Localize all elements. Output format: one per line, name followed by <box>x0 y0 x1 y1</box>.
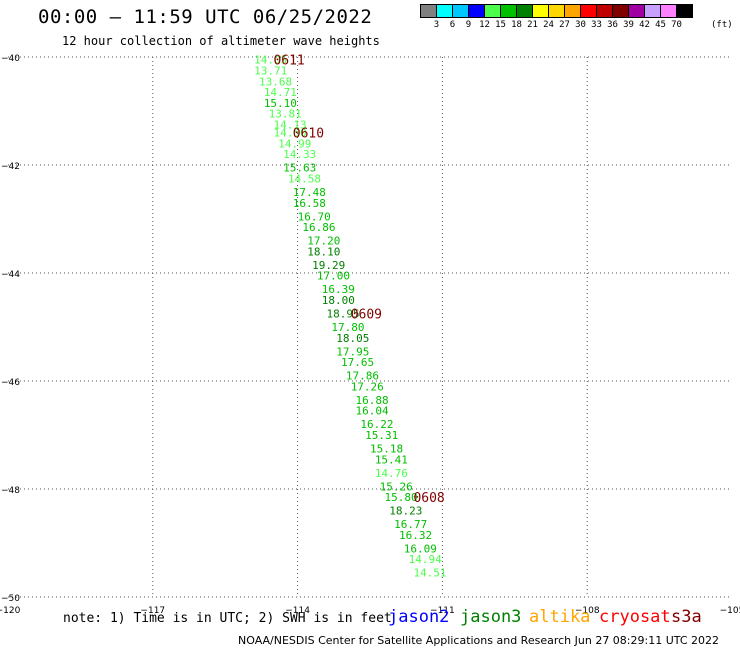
color-scale-legend: (ft) 3 6 9 12 15 18 21 24 27 30 33 36 39 42 45 70 <box>420 4 733 32</box>
swh-data-label: 17.48 <box>293 186 326 199</box>
swh-data-label: 15.80 <box>384 491 417 504</box>
x-tick-label: −117 <box>140 606 165 616</box>
scale-label: 45 <box>655 20 666 30</box>
satellite-jason3: jason3 <box>460 607 522 627</box>
satellite-cryosat: cryosat <box>599 607 671 627</box>
scale-label: 6 <box>449 20 456 30</box>
credit-line: NOAA/NESDIS Center for Satellite Applica… <box>238 634 720 647</box>
swh-data-label: 14.05 <box>254 54 287 67</box>
swh-data-label: 15.41 <box>375 453 408 466</box>
scale-label: 3 <box>433 20 440 30</box>
swh-data-label: 13.71 <box>254 65 287 78</box>
y-tick-label: −40 <box>1 54 20 64</box>
scale-label: 15 <box>495 20 506 30</box>
x-tick-label: −111 <box>430 606 455 616</box>
scale-label: 36 <box>607 20 618 30</box>
swh-data-label: 14.51 <box>413 567 446 580</box>
swh-data-label: 17.95 <box>336 345 369 358</box>
swh-data-label: 17.00 <box>317 270 350 283</box>
swh-data-label: 14.99 <box>278 137 311 150</box>
y-tick-label: −50 <box>1 594 20 604</box>
swh-data-label: 16.04 <box>356 405 389 418</box>
scale-label: 33 <box>591 20 602 30</box>
swh-data-label: 15.63 <box>283 162 316 175</box>
x-tick-label: −108 <box>575 606 600 616</box>
chart-subtitle: 12 hour collection of altimeter wave hei… <box>62 34 380 48</box>
y-tick-label: −44 <box>1 270 20 280</box>
swh-data-label: 18.95 <box>327 308 360 321</box>
scale-swatches <box>420 4 693 18</box>
swh-data-label: 14.71 <box>264 86 297 99</box>
time-label: 0611 <box>273 54 304 69</box>
x-tick-label: −105 <box>720 606 740 616</box>
swh-data-label: 16.32 <box>399 529 432 542</box>
swh-data-label: 16.22 <box>360 418 393 431</box>
swh-data-label: 15.31 <box>365 429 398 442</box>
swh-data-label: 17.20 <box>307 235 340 248</box>
satellite-jason2: jason2 <box>388 607 450 627</box>
time-label: 0610 <box>293 127 324 142</box>
swh-data-label: 17.86 <box>346 370 379 383</box>
scale-labels: (ft) 3 6 9 12 15 18 21 24 27 30 33 36 39 42 45 70 <box>421 20 733 32</box>
scale-label: 24 <box>543 20 554 30</box>
swh-data-label: 15.10 <box>264 97 297 110</box>
scale-label: 9 <box>465 20 472 30</box>
scale-label: 39 <box>623 20 634 30</box>
satellite-s3a: s3a <box>671 607 702 627</box>
y-tick-label: −42 <box>1 162 20 172</box>
scale-swatch <box>676 4 693 18</box>
swh-data-label: 14.50 <box>273 127 306 140</box>
scale-label: 42 <box>639 20 650 30</box>
swh-data-label: 16.86 <box>302 221 335 234</box>
swh-data-label: 17.80 <box>331 321 364 334</box>
swh-data-label: 14.33 <box>283 148 316 161</box>
swh-data-label: 16.58 <box>293 197 326 210</box>
swh-data-label: 16.88 <box>356 394 389 407</box>
swh-data-label: 18.23 <box>389 505 422 518</box>
y-tick-label: −48 <box>1 486 20 496</box>
swh-data-label: 16.39 <box>322 283 355 296</box>
swh-data-label: 18.10 <box>307 245 340 258</box>
swh-data-label: 16.09 <box>404 542 437 555</box>
swh-data-label: 13.68 <box>259 75 292 88</box>
time-label: 0608 <box>413 491 444 506</box>
y-tick-label: −46 <box>1 378 20 388</box>
swh-data-label: 16.77 <box>394 518 427 531</box>
time-label: 0609 <box>351 308 382 323</box>
swh-data-label: 17.26 <box>351 380 384 393</box>
swh-data-label: 13.81 <box>269 108 302 121</box>
swh-data-label: 14.94 <box>409 553 442 566</box>
satellite-altika: altika <box>529 607 591 627</box>
scale-label: 27 <box>559 20 570 30</box>
scale-label: 70 <box>671 20 682 30</box>
scale-unit: (ft) <box>711 20 733 30</box>
scale-label: 18 <box>511 20 522 30</box>
swh-data-label: 15.26 <box>380 480 413 493</box>
swh-data-label: 15.18 <box>370 443 403 456</box>
scale-label: 30 <box>575 20 586 30</box>
x-tick-label: −120 <box>0 606 21 616</box>
swh-data-label: 18.05 <box>336 332 369 345</box>
scale-label: 12 <box>479 20 490 30</box>
swh-data-label: 14.76 <box>375 467 408 480</box>
swh-data-label: 16.70 <box>298 210 331 223</box>
swh-data-label: 14.13 <box>273 119 306 132</box>
chart-title: 00:00 – 11:59 UTC 06/25/2022 <box>38 6 373 28</box>
swh-data-label: 19.29 <box>312 259 345 272</box>
scale-label: 21 <box>527 20 538 30</box>
swh-data-label: 17.65 <box>341 356 374 369</box>
swh-data-label: 18.00 <box>322 294 355 307</box>
swh-data-label: 14.58 <box>288 173 321 186</box>
x-tick-label: −114 <box>285 606 310 616</box>
footer-note: note: 1) Time is in UTC; 2) SWH is in fe… <box>63 611 392 626</box>
